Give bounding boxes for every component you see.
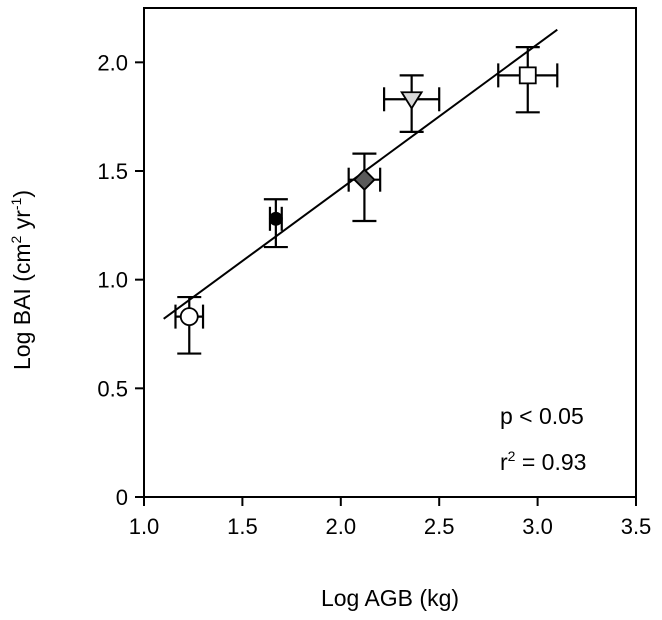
- x-tick-label: 2.5: [424, 514, 455, 539]
- x-tick-label: 3.5: [621, 514, 652, 539]
- y-tick-label: 0: [116, 485, 128, 510]
- plot-frame: [143, 7, 637, 498]
- data-point-diamond: [353, 168, 376, 191]
- data-point-triangle: [400, 91, 424, 110]
- error-bars: [174, 46, 559, 355]
- data-point-filled-circle: [268, 211, 283, 226]
- y-tick-label: 1.0: [97, 268, 128, 293]
- y-tick-label: 1.5: [97, 159, 128, 184]
- x-tick-label: 2.0: [326, 514, 357, 539]
- x-tick-labels: 1.0 1.5 2.0 2.5 3.0 3.5: [129, 514, 652, 539]
- data-points: [179, 66, 537, 327]
- x-tick-label: 3.0: [522, 514, 553, 539]
- p-value-annotation: p < 0.05: [500, 403, 584, 429]
- x-axis-label: Log AGB (kg): [321, 585, 459, 611]
- y-axis-label: Log BAI (cm2 yr-1): [8, 190, 35, 370]
- y-tick-label: 0.5: [97, 376, 128, 401]
- y-tick-label: 2.0: [97, 50, 128, 75]
- data-point-open-circle: [179, 307, 199, 327]
- tick-marks: [135, 61, 637, 506]
- x-tick-label: 1.5: [227, 514, 258, 539]
- x-tick-label: 1.0: [129, 514, 160, 539]
- r-squared-annotation: r2 = 0.93: [500, 448, 586, 475]
- y-tick-labels: 0 0.5 1.0 1.5 2.0: [97, 50, 128, 510]
- data-point-square: [518, 66, 537, 85]
